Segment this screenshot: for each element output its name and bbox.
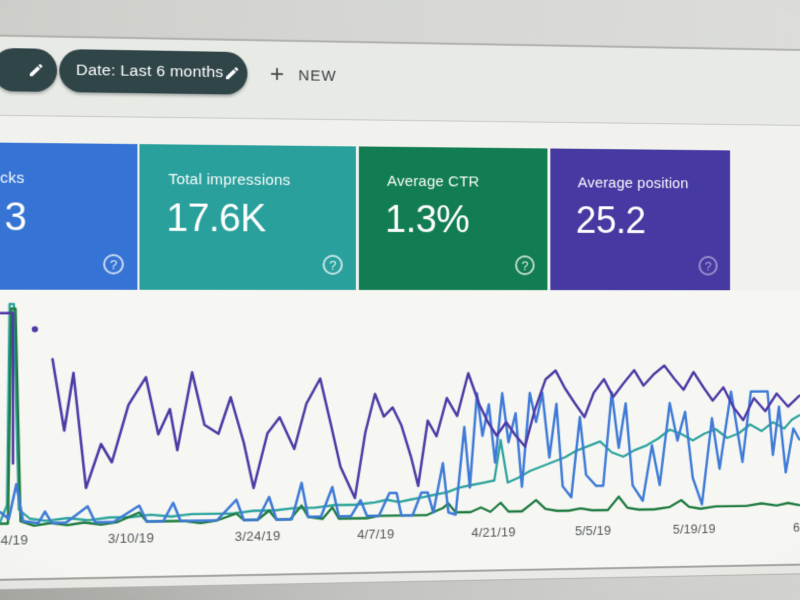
x-tick: 4/21/19 <box>471 524 516 540</box>
card-value: 3 <box>4 196 27 240</box>
metric-card-average-ctr[interactable]: Average CTR 1.3% ? <box>358 146 548 291</box>
card-label: Average CTR <box>387 172 480 191</box>
card-value: 17.6K <box>166 197 266 241</box>
help-icon[interactable]: ? <box>322 254 343 275</box>
card-value: 25.2 <box>575 200 646 242</box>
metric-card-total-impressions[interactable]: Total impressions 17.6K ? <box>139 144 356 290</box>
card-label: Total clicks <box>0 169 25 188</box>
x-tick: 2/24/19 <box>0 532 29 549</box>
plus-icon: + <box>269 60 285 89</box>
new-button-label: NEW <box>298 66 337 85</box>
x-tick: 5/5/19 <box>574 522 612 539</box>
dashboard-window: Date: Last 6 months + NEW Total clicks 3… <box>0 34 800 582</box>
series-total-impressions <box>0 304 799 522</box>
performance-chart[interactable] <box>0 297 799 528</box>
pencil-icon <box>28 62 45 79</box>
filter-pill[interactable] <box>0 47 58 92</box>
metric-cards: Total clicks 3 ? Total impressions 17.6K… <box>0 141 799 291</box>
date-filter-label: Date: Last 6 months <box>75 61 224 82</box>
card-label: Average position <box>577 174 689 193</box>
series-average-ctr <box>0 308 799 526</box>
x-tick: 4/7/19 <box>357 526 395 542</box>
help-icon[interactable]: ? <box>103 254 124 275</box>
chart-panel: 2/24/19 3/10/19 3/24/19 4/7/19 4/21/19 5/5/19… <box>0 289 800 580</box>
data-point-dot <box>31 326 39 333</box>
new-filter-button[interactable]: + NEW <box>270 60 337 91</box>
metric-card-average-position[interactable]: Average position 25.2 ? <box>550 148 731 291</box>
card-label: Total impressions <box>168 170 291 190</box>
series-total-clicks <box>0 391 799 523</box>
x-tick: 3/24/19 <box>234 528 281 544</box>
x-tick: 3/10/19 <box>107 530 155 547</box>
help-icon[interactable]: ? <box>515 255 535 276</box>
x-tick: 6/2/19 <box>793 519 800 535</box>
help-icon[interactable]: ? <box>698 255 718 276</box>
metric-card-total-clicks[interactable]: Total clicks 3 ? <box>0 141 138 290</box>
pencil-icon <box>223 65 239 81</box>
card-value: 1.3% <box>385 198 470 242</box>
date-filter-pill[interactable]: Date: Last 6 months <box>59 48 248 95</box>
x-tick: 5/19/19 <box>672 521 716 537</box>
